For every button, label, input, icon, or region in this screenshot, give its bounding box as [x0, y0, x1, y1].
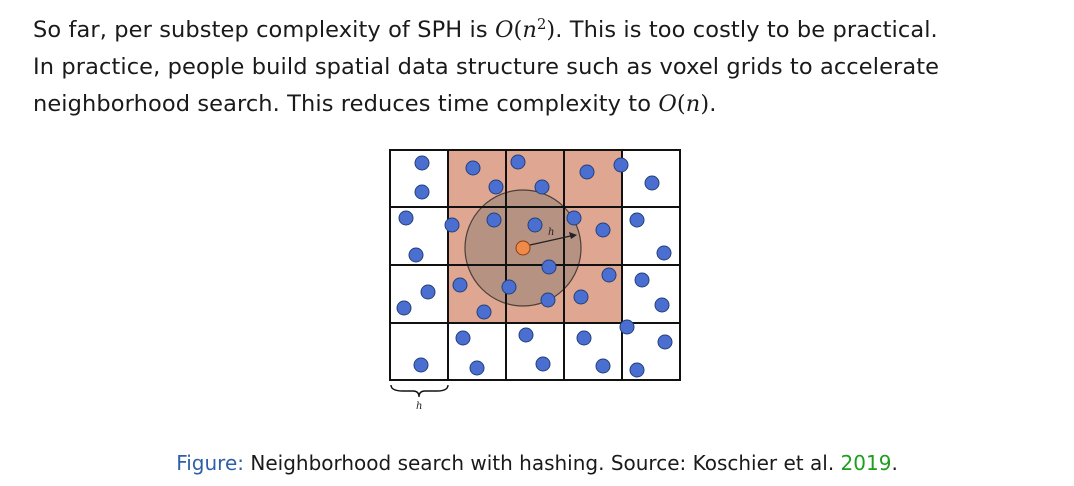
particle [540, 292, 556, 308]
text-segment: So far, per substep complexity of SPH is [33, 17, 495, 43]
particle [413, 357, 429, 373]
paragraph-line-3: neighborhood search. This reduces time c… [33, 86, 1063, 123]
math-O: O [658, 91, 677, 117]
math-exponent: 2 [537, 15, 547, 33]
particle [518, 327, 534, 343]
radius-label: h [548, 227, 554, 238]
grid-lines [389, 149, 681, 381]
math-complexity-n: O(n) [658, 91, 709, 117]
particle [613, 157, 629, 173]
particle [576, 330, 592, 346]
math-paren-open: ( [513, 17, 523, 43]
text-segment: . [709, 91, 717, 117]
particle [476, 304, 492, 320]
particle [619, 319, 635, 335]
math-paren-close: ) [700, 91, 710, 117]
particle [452, 277, 468, 293]
paragraph-line-1: So far, per substep complexity of SPH is… [33, 12, 1063, 49]
particle [595, 222, 611, 238]
particle [629, 362, 645, 378]
cell-size-brace [390, 384, 449, 398]
particle [408, 247, 424, 263]
particle [595, 358, 611, 374]
caption-end: . [891, 451, 898, 475]
math-O: O [494, 17, 514, 43]
particle [579, 164, 595, 180]
particle [465, 160, 481, 176]
particle [510, 154, 526, 170]
particle [444, 217, 460, 233]
particle [414, 155, 430, 171]
particle [535, 356, 551, 372]
radius-arrowhead [569, 232, 577, 239]
math-var: n [685, 91, 701, 117]
particle [488, 179, 504, 195]
text-segment: . This is too costly to be practical. [555, 17, 938, 43]
paragraph: So far, per substep complexity of SPH is… [33, 12, 1063, 123]
particle [541, 259, 557, 275]
cell-size-label: h [416, 401, 422, 412]
particle [634, 272, 650, 288]
radius-arrow [529, 234, 576, 246]
particle [629, 212, 645, 228]
particle [396, 300, 412, 316]
particle [654, 297, 670, 313]
particle [566, 210, 582, 226]
math-paren-open: ( [676, 91, 686, 117]
particle [644, 175, 660, 191]
particle [527, 217, 543, 233]
particle [657, 334, 673, 350]
query-particle [515, 240, 531, 256]
math-paren-close: ) [546, 17, 556, 43]
particle [573, 289, 589, 305]
particle [398, 210, 414, 226]
text-segment: neighborhood search. This reduces time c… [33, 91, 659, 117]
particle [534, 179, 550, 195]
particle [414, 184, 430, 200]
math-var: n [522, 17, 537, 43]
particle [656, 245, 672, 261]
paragraph-line-2: In practice, people build spatial data s… [33, 54, 940, 80]
particle [486, 212, 502, 228]
citation-year-link[interactable]: 2019 [840, 451, 892, 475]
figure-caption: Figure: Neighborhood search with hashing… [0, 451, 1074, 475]
caption-text: Neighborhood search with hashing. Source… [244, 451, 841, 475]
math-complexity-n2: O(n2) [495, 17, 555, 43]
caption-label: Figure: [176, 451, 245, 475]
neighborhood-grid-figure: h h [389, 149, 681, 412]
particle [501, 279, 517, 295]
particle [601, 267, 617, 283]
particle [455, 330, 471, 346]
particles [396, 154, 673, 378]
particle [469, 360, 485, 376]
particle [420, 284, 436, 300]
